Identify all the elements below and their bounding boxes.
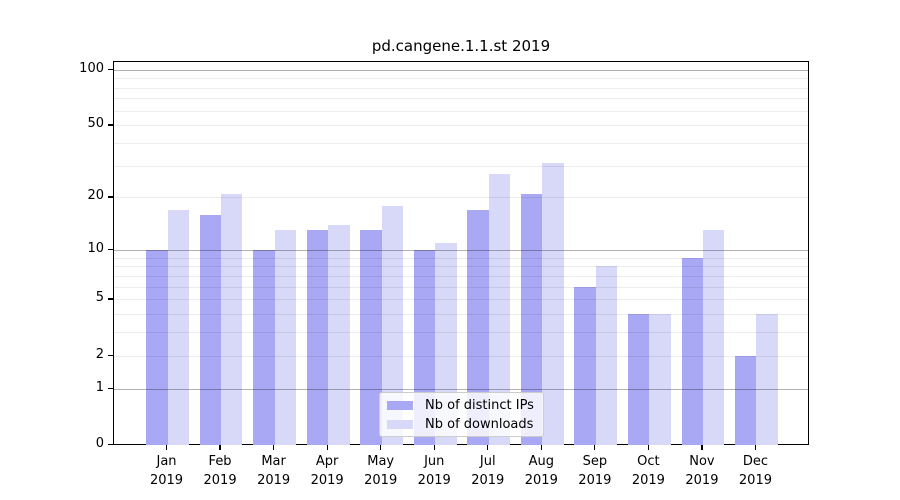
y-tick-label-20: 20	[87, 188, 104, 204]
bar-distinct-ips-nov	[681, 257, 703, 445]
x-tick-mark	[701, 445, 703, 450]
y-tick-mark	[108, 68, 113, 70]
x-tick-label-feb: Feb 2019	[203, 454, 237, 488]
legend-swatch-downloads	[387, 420, 413, 429]
y-tick-mark	[108, 196, 113, 198]
legend: Nb of distinct IPs Nb of downloads	[379, 392, 544, 437]
x-tick-label-sep: Sep 2019	[578, 454, 612, 488]
bar-downloads-mar	[274, 230, 297, 445]
x-tick-label-jul: Jul 2019	[471, 454, 505, 488]
bar-distinct-ips-mar	[253, 250, 275, 445]
y-tick-mark	[108, 354, 113, 356]
y-tick-label-10: 10	[87, 241, 104, 257]
x-tick-label-jun: Jun 2019	[417, 454, 451, 488]
x-tick-mark	[754, 445, 757, 450]
bar-distinct-ips-dec	[735, 355, 757, 445]
bar-distinct-ips-jul	[467, 210, 489, 445]
legend-swatch-distinct-ips	[387, 401, 413, 410]
x-tick-mark	[433, 445, 435, 450]
x-tick-label-jan: Jan 2019	[149, 454, 184, 488]
x-tick-mark	[326, 445, 328, 450]
bar-distinct-ips-aug	[520, 193, 543, 445]
bar-downloads-sep	[595, 266, 618, 445]
bar-downloads-dec	[756, 314, 778, 445]
bars-layer	[114, 62, 808, 445]
x-tick-mark	[540, 445, 542, 450]
bar-distinct-ips-apr	[306, 230, 329, 445]
x-tick-label-mar: Mar 2019	[257, 454, 291, 488]
x-tick-mark	[165, 445, 168, 450]
x-tick-mark	[647, 445, 649, 450]
y-tick-mark	[108, 298, 113, 300]
x-tick-label-apr: Apr 2019	[310, 454, 344, 488]
legend-item-distinct-ips: Nb of distinct IPs	[387, 398, 535, 413]
bar-distinct-ips-jan	[146, 250, 168, 445]
x-tick-label-aug: Aug 2019	[524, 454, 558, 488]
x-tick-label-nov: Nov 2019	[685, 454, 719, 488]
bar-downloads-jan	[167, 210, 189, 445]
y-tick-mark	[108, 387, 113, 389]
x-tick-label-dec: Dec 2019	[738, 454, 772, 488]
bar-downloads-nov	[702, 230, 725, 445]
y-tick-label-50: 50	[87, 116, 104, 132]
y-tick-label-0: 0	[95, 436, 104, 451]
legend-item-downloads: Nb of downloads	[387, 417, 535, 432]
legend-label-downloads: Nb of downloads	[425, 417, 534, 432]
x-tick-mark	[380, 445, 382, 450]
bar-distinct-ips-oct	[627, 314, 650, 445]
bar-downloads-feb	[221, 193, 243, 445]
x-tick-mark	[487, 445, 489, 450]
bar-downloads-may	[381, 205, 404, 445]
bar-distinct-ips-may	[360, 230, 382, 445]
y-tick-label-1: 1	[95, 379, 104, 395]
y-tick-label-100: 100	[79, 60, 104, 76]
bar-downloads-aug	[542, 163, 564, 445]
plot-area	[113, 61, 809, 445]
bar-distinct-ips-sep	[574, 286, 596, 445]
bar-distinct-ips-feb	[199, 214, 222, 445]
y-tick-mark	[108, 444, 113, 446]
x-tick-mark	[219, 445, 221, 450]
x-tick-mark	[273, 445, 275, 450]
x-tick-mark	[594, 445, 596, 450]
y-tick-label-2: 2	[95, 346, 104, 362]
x-tick-label-oct: Oct 2019	[631, 454, 665, 488]
chart-title: pd.cangene.1.1.st 2019	[371, 37, 551, 55]
bar-downloads-apr	[328, 224, 350, 445]
y-tick-mark	[108, 249, 113, 251]
bar-downloads-jul	[488, 174, 511, 445]
x-tick-label-may: May 2019	[364, 454, 398, 488]
y-tick-mark	[108, 124, 113, 126]
y-tick-label-5: 5	[95, 290, 104, 306]
bar-downloads-oct	[649, 314, 671, 445]
legend-label-distinct-ips: Nb of distinct IPs	[425, 398, 534, 413]
